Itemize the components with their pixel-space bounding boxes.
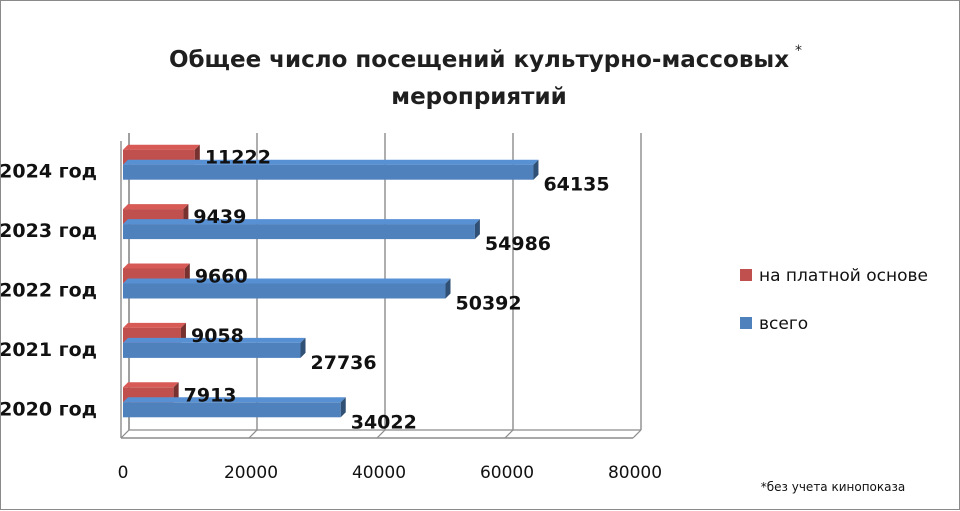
legend: на платной основе всего <box>740 266 928 334</box>
category-label: 2021 год <box>1 339 97 361</box>
bar-top-face <box>123 278 451 284</box>
bar-side-face <box>300 337 306 358</box>
x-tick-label: 20000 <box>224 463 278 483</box>
bar-side-face <box>340 397 346 418</box>
chart-title-asterisk: * <box>795 43 802 59</box>
bar-top-face <box>123 382 179 388</box>
gridline-floor <box>120 429 130 439</box>
data-label: 9058 <box>191 325 244 347</box>
legend-swatch <box>740 269 752 281</box>
bar-top-face <box>123 159 539 165</box>
data-label: 9439 <box>193 206 246 228</box>
chart-title-line1: Общее число посещений культурно-массовых <box>169 47 789 73</box>
bar-top-face <box>123 204 189 210</box>
bar <box>123 402 341 418</box>
bar <box>123 283 446 299</box>
bars <box>123 144 539 418</box>
gridline-floor <box>248 429 258 439</box>
category-labels: 2024 год 2023 год 2022 год 2021 год 2020 год <box>1 161 97 421</box>
category-label: 2024 год <box>1 161 97 183</box>
x-tick-label: 80000 <box>608 463 662 483</box>
category-label: 2023 год <box>1 220 97 242</box>
bar-top-face <box>123 219 480 225</box>
bar <box>123 342 301 358</box>
data-label: 11222 <box>205 147 271 169</box>
data-label: 50392 <box>456 293 522 315</box>
bar-top-face <box>123 263 190 269</box>
data-label: 34022 <box>351 411 417 433</box>
bar <box>123 164 534 180</box>
data-label: 54986 <box>485 233 551 255</box>
bar-top-face <box>123 322 186 328</box>
tick-labels: 0 20000 40000 60000 80000 <box>118 463 662 483</box>
bar-side-face <box>445 278 451 299</box>
legend-swatch <box>740 317 752 329</box>
bar-top-face <box>123 397 346 403</box>
data-label: 64135 <box>543 174 609 196</box>
data-label: 9660 <box>195 266 248 288</box>
chart-title-line2: мероприятий <box>391 84 566 110</box>
category-label: 2022 год <box>1 280 97 302</box>
x-tick-label: 40000 <box>352 463 406 483</box>
gridline-floor <box>376 429 386 439</box>
gridline-floor <box>504 429 514 439</box>
data-label: 7913 <box>184 384 237 406</box>
footnote: *без учета кинопоказа <box>761 480 905 494</box>
legend-label: всего <box>759 314 808 334</box>
gridline-floor <box>632 429 642 439</box>
bar-side-face <box>533 159 539 180</box>
data-labels: 11222 64135 9439 54986 9660 50392 9058 27736 791… <box>184 147 610 434</box>
axes <box>120 133 641 439</box>
x-tick-label: 60000 <box>480 463 534 483</box>
category-label: 2020 год <box>1 398 97 420</box>
bar <box>123 224 475 240</box>
legend-label: на платной основе <box>759 266 928 286</box>
bar-top-face <box>123 144 200 150</box>
data-label: 27736 <box>311 352 377 374</box>
bar-top-face <box>123 337 306 343</box>
bar-side-face <box>474 219 480 240</box>
x-tick-label: 0 <box>118 463 129 483</box>
